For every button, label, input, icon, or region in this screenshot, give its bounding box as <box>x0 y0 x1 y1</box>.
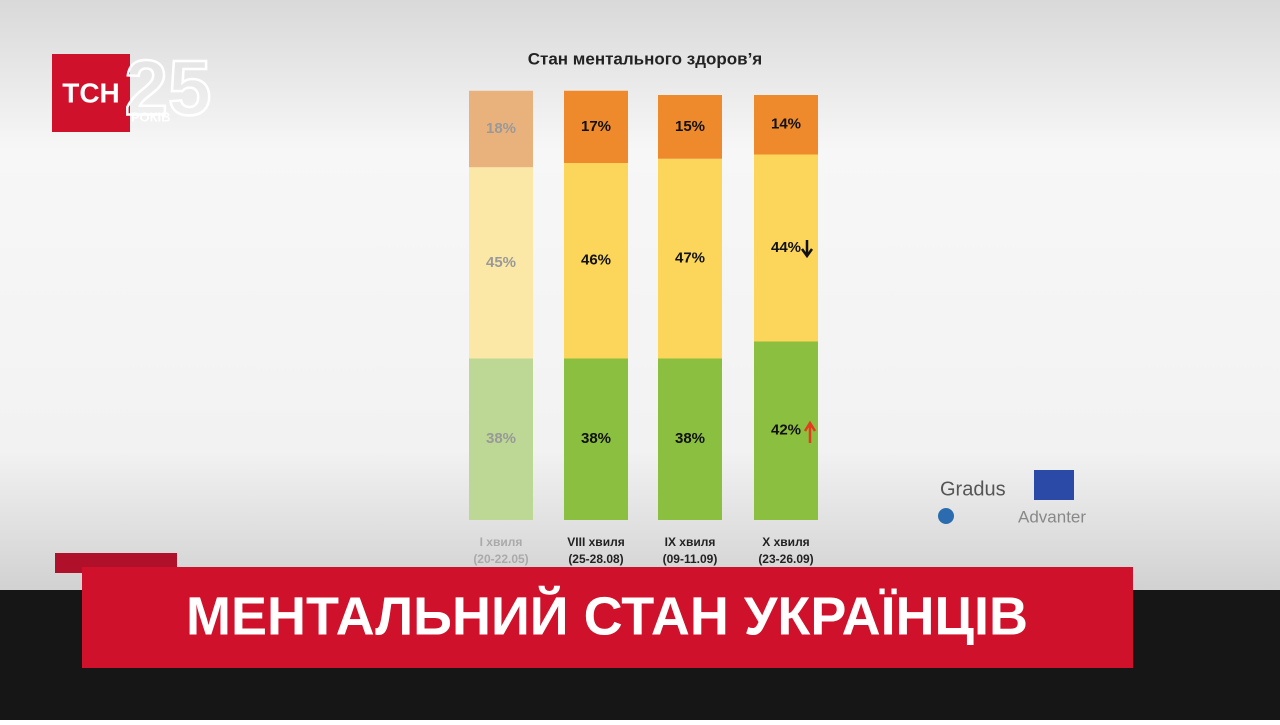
value-label: 42% <box>771 422 801 439</box>
x-tick-label: I хвиля <box>480 535 523 549</box>
bar-segment <box>469 167 533 359</box>
logo-box <box>52 54 130 132</box>
value-label: 14% <box>771 116 801 133</box>
x-tick-sublabel: (23-26.09) <box>758 552 813 566</box>
bar-segment <box>564 90 628 163</box>
x-tick-sublabel: (25-28.08) <box>568 552 623 566</box>
value-label: 45% <box>486 254 516 271</box>
value-label: 38% <box>581 430 611 447</box>
value-label: 38% <box>486 430 516 447</box>
x-tick-label: X хвиля <box>762 535 809 549</box>
bar-segment <box>564 163 628 359</box>
partner-logo: Advanter <box>1018 507 1086 526</box>
bar-segment <box>658 358 722 520</box>
value-label: 44% <box>771 239 801 256</box>
bar-segment <box>469 358 533 520</box>
bar-segment <box>469 90 533 168</box>
anniversary: 25 <box>125 44 212 132</box>
partner-icon <box>938 508 954 524</box>
logo-text: ТСН <box>62 77 120 108</box>
chart-title: Стан ментального здоров’я <box>528 49 762 68</box>
x-tick-sublabel: (09-11.09) <box>663 552 718 566</box>
bar-segment <box>754 95 818 155</box>
anniversary-word: РОКІВ <box>131 109 171 124</box>
value-label: 47% <box>675 250 705 267</box>
headline-banner <box>82 567 1133 668</box>
value-label: 15% <box>675 118 705 135</box>
x-tick-sublabel: (20-22.05) <box>473 552 528 566</box>
headline: МЕНТАЛЬНИЙ СТАН УКРАЇНЦІВ <box>186 585 1028 646</box>
bar-segment <box>658 158 722 359</box>
value-label: 17% <box>581 118 611 135</box>
down-arrow <box>800 240 814 259</box>
up-arrow <box>803 420 817 443</box>
x-tick-label: IX хвиля <box>665 535 716 549</box>
value-label: 18% <box>486 120 516 137</box>
x-tick-label: VIII хвиля <box>567 535 624 549</box>
partner-logo: Gradus <box>940 478 1006 500</box>
eu-flag <box>1034 470 1074 500</box>
value-label: 38% <box>675 430 705 447</box>
value-label: 46% <box>581 252 611 269</box>
bar-segment <box>754 341 818 520</box>
bar-segment <box>658 95 722 159</box>
bar-segment <box>564 358 628 520</box>
chart: 38% 45% 18% I хвиля (20-22.05) 38% 46% 17% VIII … <box>469 90 818 566</box>
